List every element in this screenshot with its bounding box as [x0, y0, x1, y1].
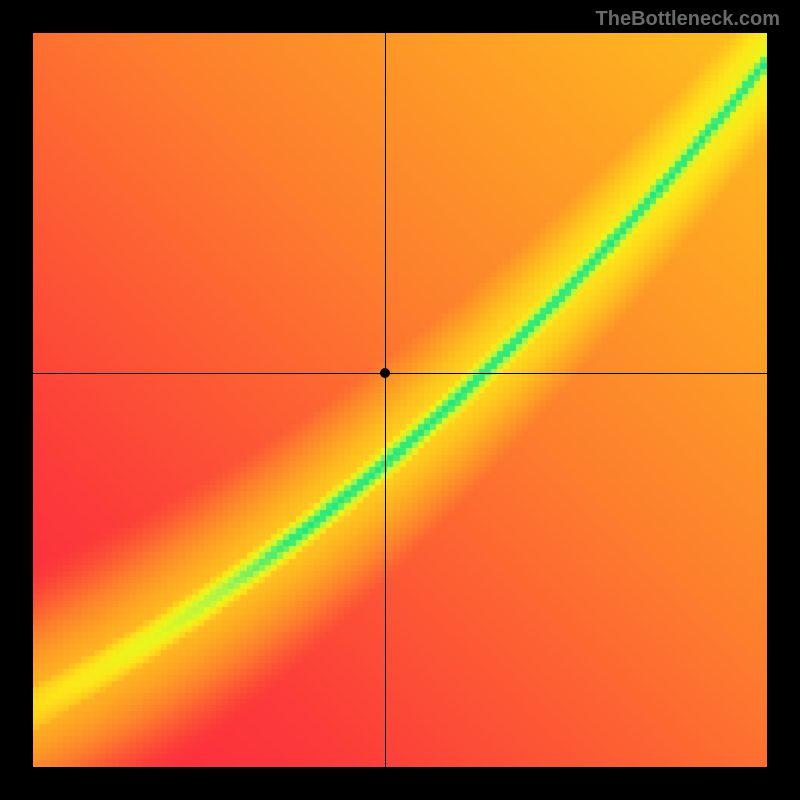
heatmap-canvas [33, 33, 767, 767]
marker-dot [380, 368, 390, 378]
crosshair-horizontal [33, 373, 767, 374]
watermark-text: TheBottleneck.com [596, 8, 780, 31]
chart-container: TheBottleneck.com [0, 0, 800, 800]
plot-area [33, 33, 767, 767]
crosshair-vertical [385, 33, 386, 767]
